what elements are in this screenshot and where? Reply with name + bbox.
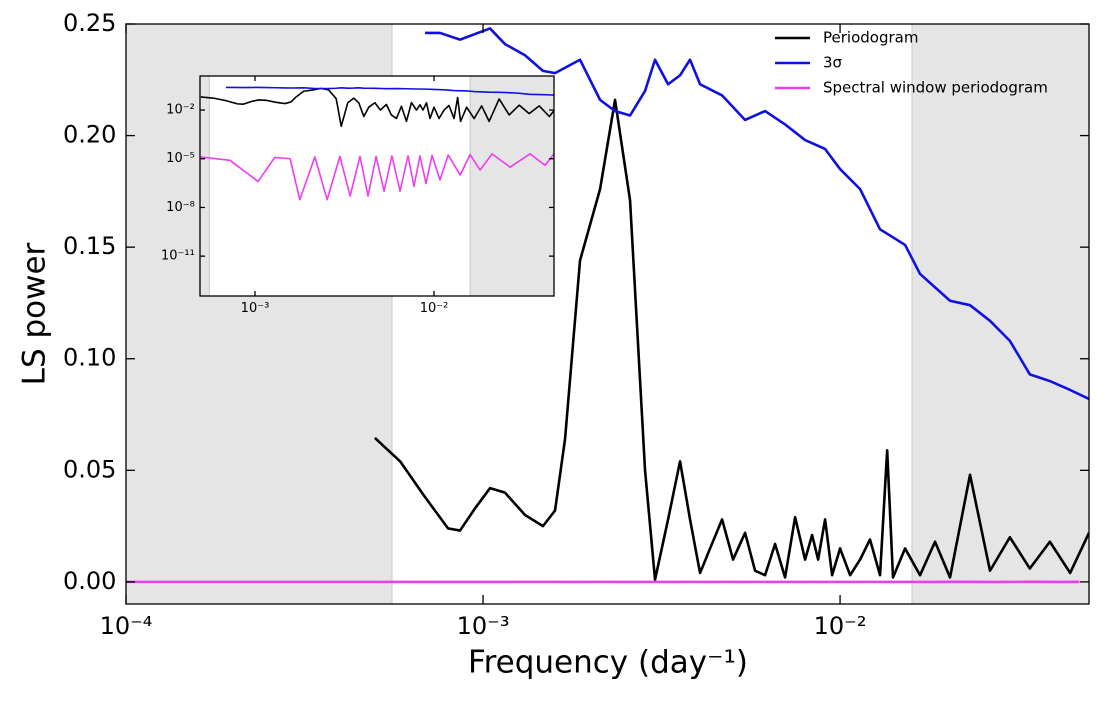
legend-label: Periodogram [823, 29, 918, 47]
series-line [425, 27, 1089, 401]
axes-frame [199, 75, 555, 297]
y-tick-label: 0.15 [63, 232, 116, 260]
x-tick-label: 10⁻³ [241, 301, 270, 316]
x-axis-label: Frequency (day⁻¹) [468, 645, 748, 681]
y-tick-label: 0.00 [63, 567, 116, 595]
shaded-region [911, 24, 1089, 604]
y-tick-label: 0.05 [63, 455, 116, 483]
y-axis-label: LS power [17, 242, 53, 385]
y-tick-label: 0.10 [63, 344, 116, 372]
y-tick-label: 10⁻² [166, 103, 195, 118]
shaded-region [200, 76, 210, 296]
x-tick-label: 10⁻³ [457, 612, 510, 640]
series-line [225, 86, 554, 96]
series-line [200, 87, 554, 128]
x-tick-label: 10⁻⁴ [100, 612, 153, 640]
y-tick-label: 10⁻⁸ [166, 200, 195, 215]
x-tick-label: 10⁻² [814, 612, 867, 640]
plot-area [200, 76, 554, 296]
y-tick-label: 0.20 [63, 121, 116, 149]
y-tick-label: 10⁻¹¹ [161, 249, 195, 264]
series-line [374, 98, 1089, 581]
axes-frame [125, 23, 1090, 605]
y-tick-label: 10⁻⁵ [166, 151, 195, 166]
x-tick-label: 10⁻² [420, 301, 449, 316]
legend-label: Spectral window periodogram [823, 79, 1048, 97]
legend-label: 3σ [823, 54, 843, 72]
y-tick-label: 0.25 [63, 9, 116, 37]
series-line [200, 153, 554, 201]
